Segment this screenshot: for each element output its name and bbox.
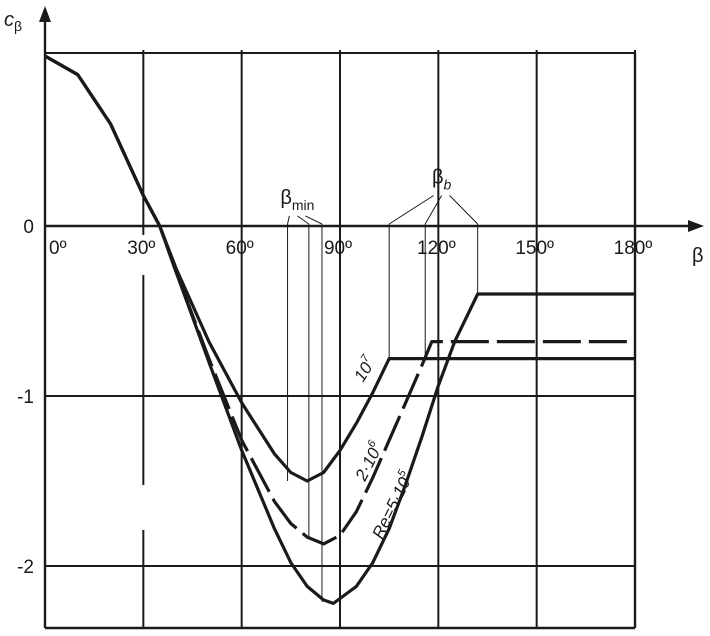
leader-1-2-a — [449, 195, 479, 225]
series-label-exponent: 5 — [396, 467, 410, 479]
leader-0-2-a — [305, 215, 323, 225]
annotation-label: βb — [432, 167, 452, 193]
series-label-exponent: 7 — [359, 352, 373, 364]
series-label: Re=5·105 — [367, 467, 418, 542]
leader-0-0-a — [287, 215, 290, 225]
annotation-label: βmin — [280, 187, 314, 213]
x-axis-arrow — [688, 220, 704, 232]
y-axis-title: cβ — [4, 9, 22, 34]
x-tick-label: 30º — [127, 238, 155, 259]
x-tick-label: 180º — [614, 238, 653, 259]
grid-gap-2 — [140, 485, 147, 530]
x-tick-label: 150º — [515, 238, 554, 259]
series-label: 107 — [349, 352, 381, 385]
leader-1-1-a — [424, 195, 443, 225]
y-tick-label: -2 — [17, 557, 34, 578]
annotation-leaders — [287, 195, 479, 602]
x-tick-label: 120º — [417, 238, 456, 259]
annotation-label-sub: min — [292, 197, 315, 213]
annotation-label-sub: b — [443, 177, 451, 193]
series-line-2 — [44, 54, 635, 605]
x-tick-label: 60º — [226, 238, 254, 259]
y-axis-title-sub: β — [14, 18, 22, 34]
leader-1-0-a — [388, 195, 434, 225]
y-tick-label: -1 — [17, 387, 34, 408]
series-group — [44, 54, 635, 605]
leader-0-1-a — [297, 215, 310, 225]
x-axis-title: β — [692, 245, 704, 267]
y-tick-label: 0 — [23, 217, 34, 238]
series-label-exponent: 6 — [365, 438, 379, 450]
grid-gap-1 — [140, 235, 147, 275]
x-tick-label: 90º — [324, 238, 352, 259]
y-axis-arrow — [39, 6, 51, 22]
x-tick-label: 0º — [49, 238, 67, 259]
